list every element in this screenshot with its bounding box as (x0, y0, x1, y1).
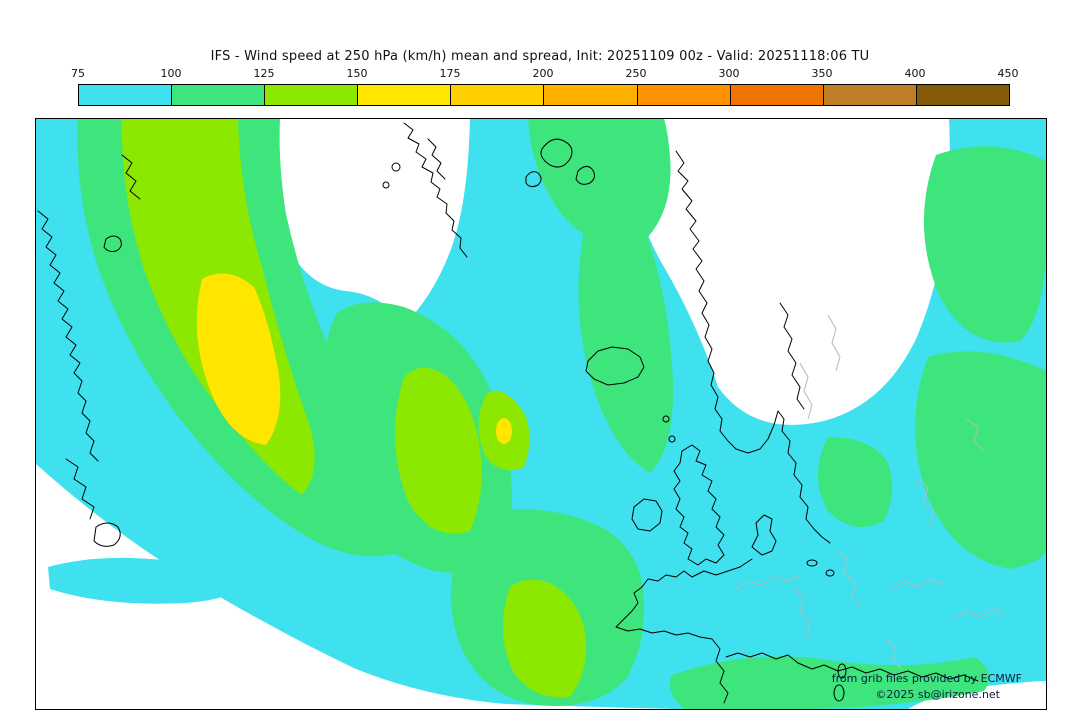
coastline-baltic-island-1 (806, 559, 818, 567)
coastline-islet-2 (382, 181, 390, 189)
coastline-mediterranean (797, 662, 979, 682)
border-line-10 (965, 418, 985, 452)
border-line-7 (953, 608, 1005, 620)
colorbar-segment-125-150 (264, 85, 358, 105)
wind-fill-white-top-right (630, 119, 950, 425)
border-line-5 (799, 362, 813, 420)
coastline-denmark (751, 514, 777, 556)
coastline-baltic-island-2 (825, 569, 835, 577)
coastline-greenland (403, 122, 468, 258)
border-line-9 (915, 478, 935, 526)
wind-fill-cyan-strip (48, 557, 240, 604)
wind-fill-white-bottom-left (36, 464, 676, 709)
coastline-faroe (662, 415, 670, 423)
colorbar-segment-75-100 (79, 85, 172, 105)
coastline-northsea-lowlands (683, 558, 753, 578)
colorbar-segment-400-450 (915, 85, 1009, 105)
wind-speed-map (36, 119, 1046, 709)
coastline-islet-1 (391, 162, 401, 172)
border-line-2 (791, 586, 811, 638)
coastline-scottish-isles (668, 435, 676, 443)
colorbar-tick-label-400: 400 (904, 67, 926, 80)
wind-fill-white-top-center (265, 119, 470, 325)
border-line-6 (827, 314, 841, 372)
coastline-iberia-east (711, 638, 729, 704)
coastline-svalbard-3 (525, 171, 542, 188)
border-line-4 (891, 578, 945, 590)
coastline-baffin-islet (103, 235, 122, 252)
coastline-france-biscay (615, 570, 713, 640)
wind-fill-yellow-upper-left (196, 273, 281, 445)
wind-fill-green-streak-center (578, 203, 674, 473)
border-line-8 (883, 638, 903, 670)
coastline-south-france (725, 652, 799, 664)
coastline-bothnia (779, 302, 805, 410)
coastline-ireland (631, 498, 663, 532)
coastline-baltic (777, 410, 831, 544)
chart-title: IFS - Wind speed at 250 hPa (km/h) mean … (210, 49, 870, 64)
border-line-1 (735, 574, 801, 590)
colorbar-tick-labels: 75 100 125 150 175 200 250 300 350 400 450 (71, 67, 1019, 80)
colorbar-tick-label-125: 125 (253, 67, 275, 80)
attribution-ecmwf: from grib files provided by ECMWF (831, 672, 1022, 685)
coastline-svalbard-1 (540, 138, 573, 168)
colorbar-segment-250-300 (636, 85, 730, 105)
colorbar-segment-350-400 (822, 85, 916, 105)
colorbar-tick-label-450: 450 (997, 67, 1019, 80)
coastline-corsica (837, 663, 847, 679)
wind-fill-chartreuse-center (394, 367, 482, 534)
wind-fill-green-baltic-patch (818, 437, 893, 528)
coastline-norway (675, 150, 779, 454)
colorbar-tick-label-75: 75 (71, 67, 85, 80)
coastline-newfoundland (65, 458, 95, 520)
colorbar-segment-100-125 (171, 85, 265, 105)
colorbar-tick-label-300: 300 (718, 67, 740, 80)
colorbar-tick-label-100: 100 (160, 67, 182, 80)
colorbar-tick-label-150: 150 (346, 67, 368, 80)
wind-fill-green-right-band (915, 351, 1046, 569)
coastline-svalbard-2 (575, 165, 596, 185)
admin-borders-group (735, 314, 1005, 670)
map-frame: from grib files provided by ECMWF ©2025 … (35, 118, 1047, 710)
coastline-labrador (37, 210, 99, 462)
coastline-baffin-fragment (121, 154, 141, 200)
colorbar (78, 84, 1010, 106)
wind-fill-chartreuse-bottom (502, 579, 587, 698)
coastline-iceland (585, 346, 645, 386)
colorbar-segment-300-350 (729, 85, 823, 105)
coastline-sardinia (833, 684, 845, 702)
colorbar-segment-175-200 (450, 85, 544, 105)
wind-fill-green-bottom-right (669, 656, 990, 709)
coastlines-group (37, 122, 979, 704)
wind-fill-green-top-svalbard (528, 119, 671, 245)
colorbar-tick-label-200: 200 (532, 67, 554, 80)
wind-fill-yellow-spot-center (496, 418, 512, 444)
wind-fill-green-top-right (923, 146, 1046, 343)
coastline-britain (673, 444, 725, 566)
wind-fill-white-bottom-right (908, 681, 1046, 709)
colorbar-segment-200-250 (543, 85, 637, 105)
coastline-greenland-fjord (427, 138, 446, 180)
border-line-3 (835, 550, 863, 608)
attribution-copyright: ©2025 sb@irizone.net (875, 688, 1000, 701)
colorbar-segment-150-175 (357, 85, 451, 105)
colorbar-tick-label-250: 250 (625, 67, 647, 80)
colorbar-tick-label-175: 175 (439, 67, 461, 80)
coastline-newfoundland-island (93, 522, 121, 547)
colorbar-tick-label-350: 350 (811, 67, 833, 80)
